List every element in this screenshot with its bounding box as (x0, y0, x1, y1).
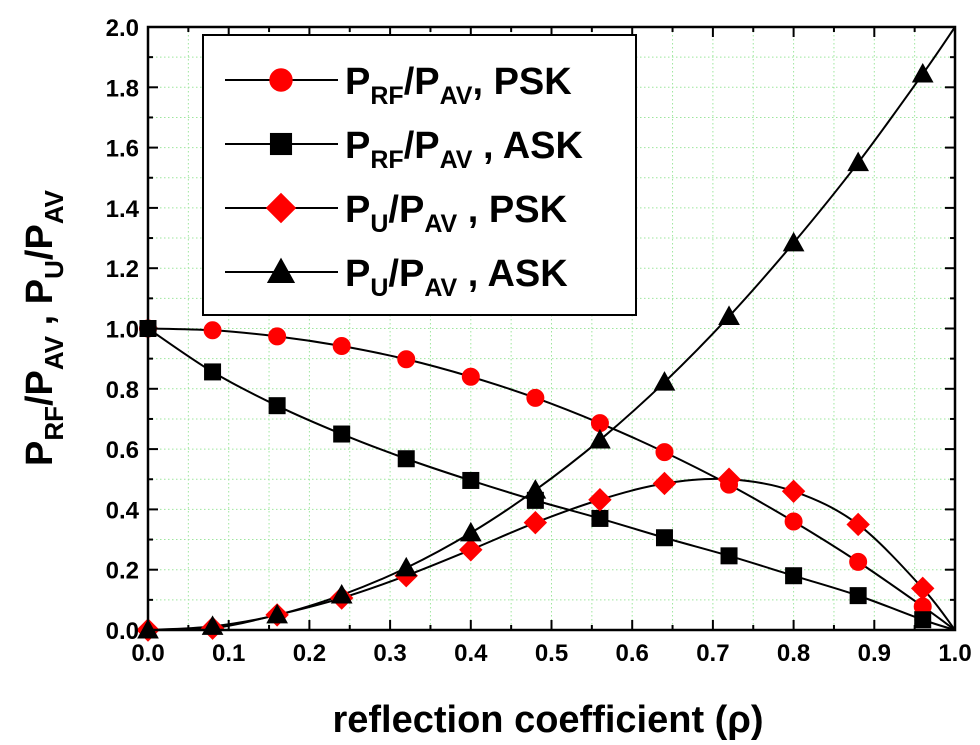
data-point-circle (461, 367, 480, 386)
data-point-triangle (782, 231, 805, 252)
legend-marker-square (269, 132, 293, 156)
data-point-square (720, 547, 738, 565)
data-point-diamond (846, 512, 870, 537)
data-point-circle (397, 350, 416, 369)
tick-labels: 0.0 0.1 0.2 0.3 0.4 0.5 0.6 0.7 0.8 0.9 1.0 0.0 0.2 0… (106, 15, 972, 667)
x-tick-label: 0.1 (212, 640, 245, 667)
y-tick-label: 0.0 (106, 618, 139, 645)
x-tick-label: 0.6 (616, 640, 649, 667)
data-point-triangle (459, 521, 482, 542)
data-point-triangle (330, 583, 353, 604)
legend-marker-diamond (265, 192, 297, 224)
data-point-triangle (395, 556, 418, 577)
legend-label: PRF/PAV , ASK (345, 125, 584, 174)
x-tick-label: 0.8 (777, 640, 810, 667)
y-tick-label: 2.0 (106, 15, 139, 42)
data-point-circle (268, 327, 287, 346)
data-point-diamond (523, 510, 548, 535)
data-point-square (655, 529, 673, 547)
x-tick-label: 0.5 (535, 640, 568, 667)
data-point-triangle (911, 63, 934, 83)
data-point-square (785, 567, 803, 585)
x-tick-label: 0.0 (131, 640, 164, 667)
data-point-square (333, 425, 351, 443)
y-axis-title: PRF/PAV , PU/PAV (19, 189, 69, 466)
y-tick-label: 1.6 (106, 136, 139, 163)
axis-ticks (147, 26, 956, 631)
x-tick-label: 0.7 (696, 640, 729, 667)
data-point-triangle (847, 151, 870, 172)
y-tick-label: 1.4 (106, 196, 140, 223)
data-point-diamond (911, 576, 935, 601)
data-point-circle (526, 388, 545, 407)
data-point-triangle (524, 479, 547, 499)
data-point-square (849, 587, 867, 605)
legend-label: PU/PAV , PSK (345, 189, 568, 238)
legend-label: PU/PAV , ASK (345, 253, 568, 302)
x-tick-label: 0.2 (293, 640, 326, 667)
data-point-circle (203, 321, 222, 340)
data-point-circle (784, 512, 803, 531)
data-point-circle (655, 443, 674, 462)
data-point-diamond (781, 479, 806, 504)
x-tick-label: 0.4 (454, 640, 488, 667)
y-tick-label: 1.2 (106, 256, 139, 283)
data-point-triangle (653, 371, 676, 391)
y-tick-label: 0.6 (106, 437, 139, 464)
data-point-triangle (589, 429, 611, 449)
data-point-square (914, 611, 932, 629)
data-point-square (591, 509, 609, 527)
data-point-square (462, 471, 480, 489)
y-tick-label: 0.8 (106, 377, 139, 404)
data-point-triangle (266, 603, 288, 624)
data-point-circle (849, 552, 868, 571)
data-point-square (268, 397, 286, 415)
x-axis-title: reflection coefficient (ρ) (332, 699, 763, 741)
x-tick-label: 0.3 (373, 640, 406, 667)
legend-marker-triangle (266, 257, 296, 284)
data-point-diamond (652, 471, 677, 496)
data-point-square (397, 450, 415, 468)
legend: PRF/PAV, PSK PRF/PAV , ASK PU/PAV , PSK PU/… (202, 34, 637, 316)
data-point-diamond (717, 467, 741, 491)
x-tick-label: 1.0 (938, 640, 971, 667)
y-tick-label: 1.0 (106, 317, 139, 344)
legend-label: PRF/PAV, PSK (345, 61, 572, 110)
y-tick-label: 0.2 (106, 558, 139, 585)
data-point-triangle (718, 305, 740, 325)
x-tick-label: 0.9 (858, 640, 891, 667)
data-point-circle (332, 336, 351, 355)
y-tick-label: 0.4 (106, 497, 140, 524)
data-point-square (204, 363, 222, 381)
legend-marker-circle (269, 68, 293, 92)
data-point-diamond (588, 488, 612, 512)
data-point-diamond (459, 538, 483, 562)
y-tick-label: 1.8 (106, 75, 139, 102)
